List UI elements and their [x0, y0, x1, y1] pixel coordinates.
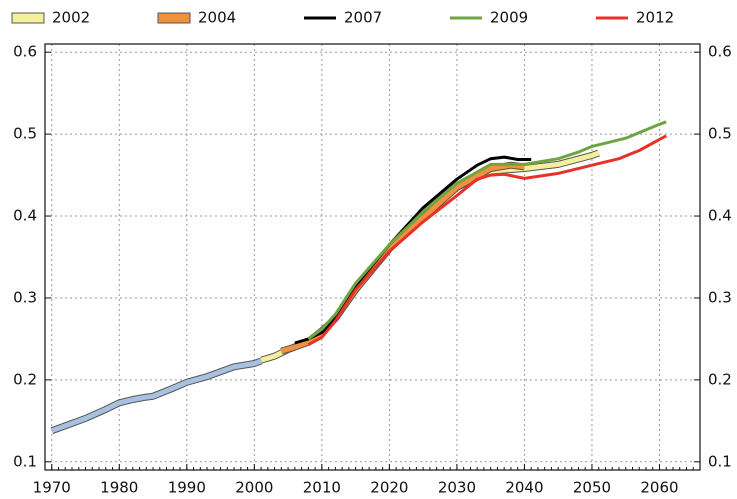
legend-label: 2002	[52, 9, 90, 27]
series-line	[294, 155, 532, 345]
series-outline	[260, 149, 600, 364]
y-tick-label: 0.3	[13, 288, 37, 306]
x-tick-label: 1970	[33, 479, 71, 497]
y-tick-label: 0.6	[13, 43, 37, 61]
legend-label: 2009	[490, 9, 528, 27]
y2-tick-label: 0.1	[708, 452, 732, 470]
y2-tick-label: 0.6	[708, 43, 732, 61]
x-tick-label: 1990	[168, 479, 206, 497]
plot-frame	[44, 43, 701, 471]
series-outline	[280, 161, 525, 355]
y-tick-label: 0.4	[13, 207, 37, 225]
series-line	[260, 150, 600, 363]
series-line	[307, 134, 667, 347]
legend-label: 2007	[344, 9, 382, 27]
x-tick-label: 2060	[640, 479, 678, 497]
x-tick-label: 1980	[100, 479, 138, 497]
x-tick-label: 2050	[573, 479, 611, 497]
x-tick-label: 2030	[438, 479, 476, 497]
y-tick-label: 0.1	[13, 452, 37, 470]
legend-label: 2012	[636, 9, 674, 27]
legend-label: 2004	[198, 9, 236, 27]
series-line	[307, 120, 667, 341]
y2-tick-label: 0.3	[708, 288, 732, 306]
x-tick-label: 2040	[505, 479, 543, 497]
legend-swatch	[157, 12, 191, 24]
y2-tick-label: 0.2	[708, 370, 732, 388]
y-tick-label: 0.5	[13, 125, 37, 143]
series-line	[280, 162, 525, 354]
series-line	[50, 358, 262, 434]
x-tick-label: 2020	[370, 479, 408, 497]
y-tick-label: 0.2	[13, 370, 37, 388]
x-tick-label: 2000	[235, 479, 273, 497]
x-tick-label: 2010	[303, 479, 341, 497]
y2-tick-label: 0.5	[708, 125, 732, 143]
legend-swatch	[11, 12, 45, 24]
y2-tick-label: 0.4	[708, 207, 732, 225]
